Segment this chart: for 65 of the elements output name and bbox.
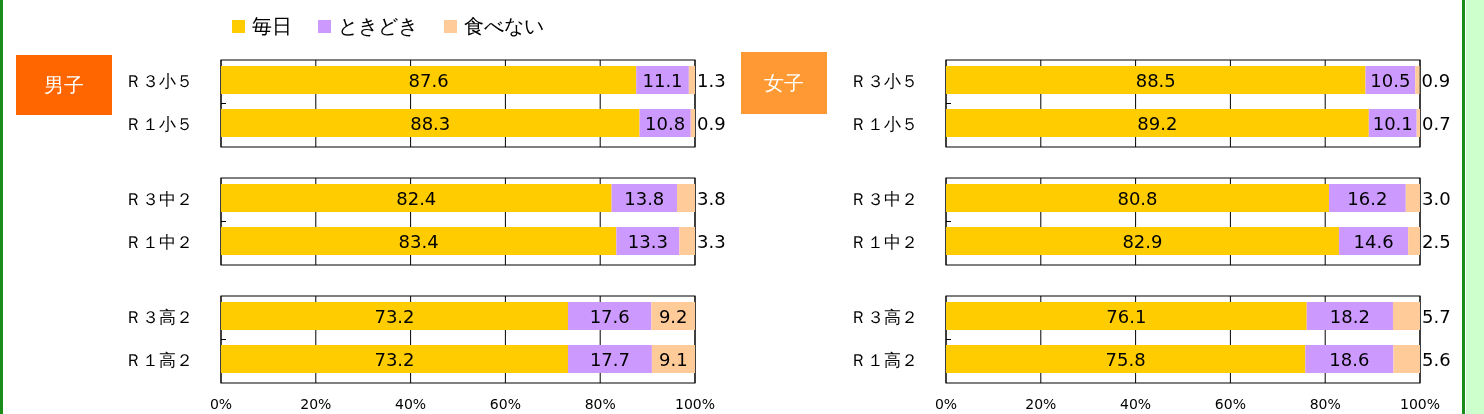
data-label: 13.8 bbox=[624, 188, 665, 209]
data-label: 18.6 bbox=[1329, 349, 1370, 370]
data-label: 80.8 bbox=[1117, 188, 1158, 209]
data-label: 76.1 bbox=[1106, 306, 1147, 327]
data-label: 10.8 bbox=[645, 113, 686, 134]
y-tick-label: Ｒ１小５ bbox=[850, 114, 918, 134]
data-label: 18.2 bbox=[1329, 306, 1370, 327]
data-label: 9.2 bbox=[658, 306, 688, 327]
data-label: 10.5 bbox=[1370, 70, 1411, 91]
x-tick-label: 100% bbox=[674, 396, 716, 412]
data-label: 11.1 bbox=[642, 70, 683, 91]
data-label: 14.6 bbox=[1353, 231, 1394, 252]
data-label: 88.5 bbox=[1135, 70, 1176, 91]
data-label: 1.3 bbox=[697, 70, 726, 91]
x-tick-label: 80% bbox=[1309, 396, 1341, 412]
data-label: 9.1 bbox=[659, 349, 688, 370]
data-label: 87.6 bbox=[408, 70, 449, 91]
data-label: 3.8 bbox=[697, 188, 726, 209]
y-tick-label: Ｒ３中２ bbox=[125, 189, 193, 209]
y-tick-label: Ｒ３高２ bbox=[125, 307, 193, 327]
y-tick-label: Ｒ１高２ bbox=[125, 350, 193, 370]
data-label: 2.5 bbox=[1422, 231, 1451, 252]
text: 男子 bbox=[44, 73, 84, 97]
data-label: 88.3 bbox=[410, 113, 451, 134]
data-label: 75.8 bbox=[1105, 349, 1146, 370]
data-label: 82.9 bbox=[1122, 231, 1163, 252]
y-tick-label: Ｒ３小５ bbox=[850, 71, 918, 91]
x-tick-label: 20% bbox=[1025, 396, 1057, 412]
data-label: 0.7 bbox=[1422, 113, 1451, 134]
data-label: 17.7 bbox=[589, 349, 630, 370]
legend-label: 毎日 bbox=[252, 14, 292, 38]
x-tick-label: 60% bbox=[489, 396, 521, 412]
data-label: 3.3 bbox=[697, 231, 726, 252]
x-tick-label: 0% bbox=[934, 396, 958, 412]
legend-label: 食べない bbox=[464, 14, 544, 38]
data-label: 5.7 bbox=[1422, 306, 1451, 327]
x-tick-label: 60% bbox=[1214, 396, 1246, 412]
data-label: 10.1 bbox=[1372, 113, 1413, 134]
data-label: 82.4 bbox=[396, 188, 437, 209]
x-tick-label: 40% bbox=[395, 396, 427, 412]
data-label: 16.2 bbox=[1347, 188, 1388, 209]
x-tick-label: 80% bbox=[584, 396, 616, 412]
data-label: 89.2 bbox=[1137, 113, 1178, 134]
y-tick-label: Ｒ１中２ bbox=[850, 232, 918, 252]
data-label: 13.3 bbox=[627, 231, 668, 252]
data-label: 83.4 bbox=[398, 231, 439, 252]
x-tick-label: 20% bbox=[300, 396, 332, 412]
data-label: 17.6 bbox=[589, 306, 630, 327]
data-label: 5.6 bbox=[1422, 349, 1451, 370]
legend-label: ときどき bbox=[338, 14, 418, 38]
x-tick-label: 0% bbox=[209, 396, 233, 412]
data-label: 73.2 bbox=[374, 349, 415, 370]
text: 女子 bbox=[764, 71, 804, 95]
y-tick-label: Ｒ３高２ bbox=[850, 307, 918, 327]
y-tick-label: Ｒ１小５ bbox=[125, 114, 193, 134]
data-label: 3.0 bbox=[1422, 188, 1451, 209]
data-label: 73.2 bbox=[374, 306, 415, 327]
y-tick-label: Ｒ３小５ bbox=[125, 71, 193, 91]
y-tick-label: Ｒ３中２ bbox=[850, 189, 918, 209]
y-tick-label: Ｒ１中２ bbox=[125, 232, 193, 252]
x-tick-label: 40% bbox=[1120, 396, 1152, 412]
x-tick-label: 100% bbox=[1399, 396, 1441, 412]
data-label: 0.9 bbox=[697, 113, 726, 134]
y-tick-label: Ｒ１高２ bbox=[850, 350, 918, 370]
data-label: 0.9 bbox=[1421, 70, 1451, 91]
